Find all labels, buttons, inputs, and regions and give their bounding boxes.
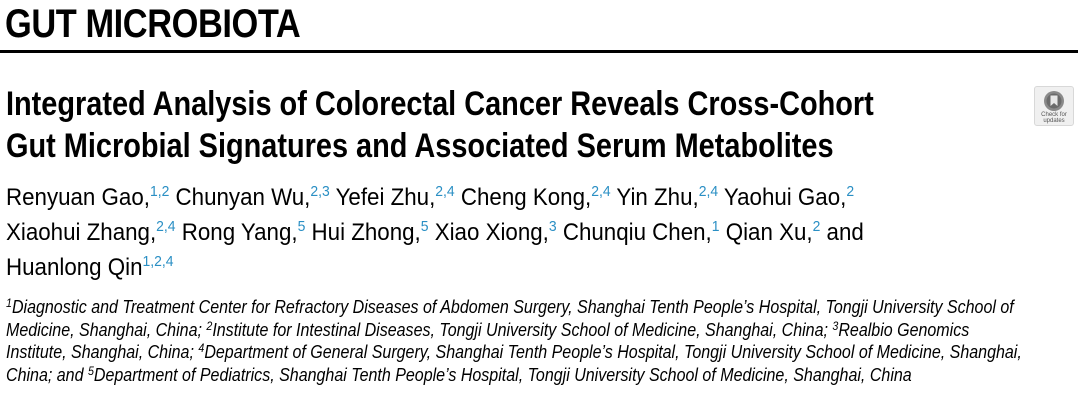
affiliation-superscript[interactable]: 5 <box>420 218 429 235</box>
author-name[interactable]: Chunqiu Chen, <box>562 219 712 246</box>
affiliation-superscript[interactable]: 2,4 <box>591 183 611 200</box>
affiliation-superscript[interactable]: 1 <box>711 218 720 235</box>
badge-label-2: updates <box>1043 118 1065 124</box>
affiliation-marker: 5 <box>87 363 94 378</box>
author-name[interactable]: Hui Zhong, <box>311 219 421 246</box>
author-name[interactable]: Yaohui Gao, <box>723 184 847 211</box>
author-name[interactable]: Yefei Zhu, <box>335 184 436 211</box>
affiliation-text: Realbio Genomics Institute, Shanghai, Ch… <box>6 319 970 363</box>
author-name[interactable]: Renyuan Gao, <box>6 184 150 211</box>
affiliation-superscript[interactable]: 2,4 <box>698 183 719 200</box>
author-name[interactable]: Huanlong Qin <box>6 254 143 281</box>
section-rule <box>0 50 1078 53</box>
affiliations: 1Diagnostic and Treatment Center for Ref… <box>6 296 1030 386</box>
author-name[interactable]: Cheng Kong, <box>460 184 592 211</box>
author-list: Renyuan Gao,1,2 Chunyan Wu,2,3 Yefei Zhu… <box>6 180 1029 285</box>
affiliation-superscript[interactable]: 3 <box>548 218 557 235</box>
affiliation-superscript[interactable]: 2 <box>812 218 821 235</box>
author-line: Huanlong Qin1,2,4 <box>6 250 1029 285</box>
author-name[interactable]: Yin Zhu, <box>616 184 699 211</box>
affiliation-superscript[interactable]: 2,4 <box>435 183 455 200</box>
affiliation-text: Department of Pediatrics, Shanghai Tenth… <box>93 364 912 385</box>
affiliation-text: Institute for Intestinal Diseases, Tongj… <box>212 319 833 340</box>
author-conjunction: and <box>826 219 864 246</box>
author-name[interactable]: Rong Yang, <box>181 219 298 246</box>
badge-label-1: Check for <box>1041 112 1067 118</box>
affiliation-marker: 2 <box>206 318 213 333</box>
crossmark-bookmark-icon <box>1044 91 1064 111</box>
affiliation-marker: 4 <box>198 341 205 355</box>
affiliation-superscript[interactable]: 2 <box>846 183 855 200</box>
affiliation-text: Department of General Surgery, Shanghai … <box>6 342 1022 385</box>
author-name[interactable]: Chunyan Wu, <box>175 184 311 211</box>
affiliation-superscript[interactable]: 1,2 <box>149 183 170 200</box>
affiliation-text: Diagnostic and Treatment Center for Refr… <box>6 297 1014 340</box>
author-name[interactable]: Xiao Xiong, <box>434 219 549 246</box>
affiliation-marker: 3 <box>832 318 839 333</box>
section-heading: GUT MICROBIOTA <box>5 2 301 46</box>
author-name[interactable]: Xiaohui Zhang, <box>6 219 157 246</box>
affiliation-superscript[interactable]: 1,2,4 <box>142 253 174 270</box>
author-line: Renyuan Gao,1,2 Chunyan Wu,2,3 Yefei Zhu… <box>6 180 1029 215</box>
article-title: Integrated Analysis of Colorectal Cancer… <box>6 83 984 167</box>
affiliation-superscript[interactable]: 5 <box>297 218 306 235</box>
affiliation-superscript[interactable]: 2,3 <box>310 183 330 200</box>
check-for-updates-button[interactable]: Check for updates <box>1034 86 1074 126</box>
author-line: Xiaohui Zhang,2,4 Rong Yang,5 Hui Zhong,… <box>6 215 1029 250</box>
title-line-1: Integrated Analysis of Colorectal Cancer… <box>6 85 874 123</box>
author-name[interactable]: Qian Xu, <box>725 219 813 246</box>
affiliation-superscript[interactable]: 2,4 <box>156 218 176 235</box>
affiliation-marker: 1 <box>6 296 12 310</box>
title-line-2: Gut Microbial Signatures and Associated … <box>6 127 834 165</box>
